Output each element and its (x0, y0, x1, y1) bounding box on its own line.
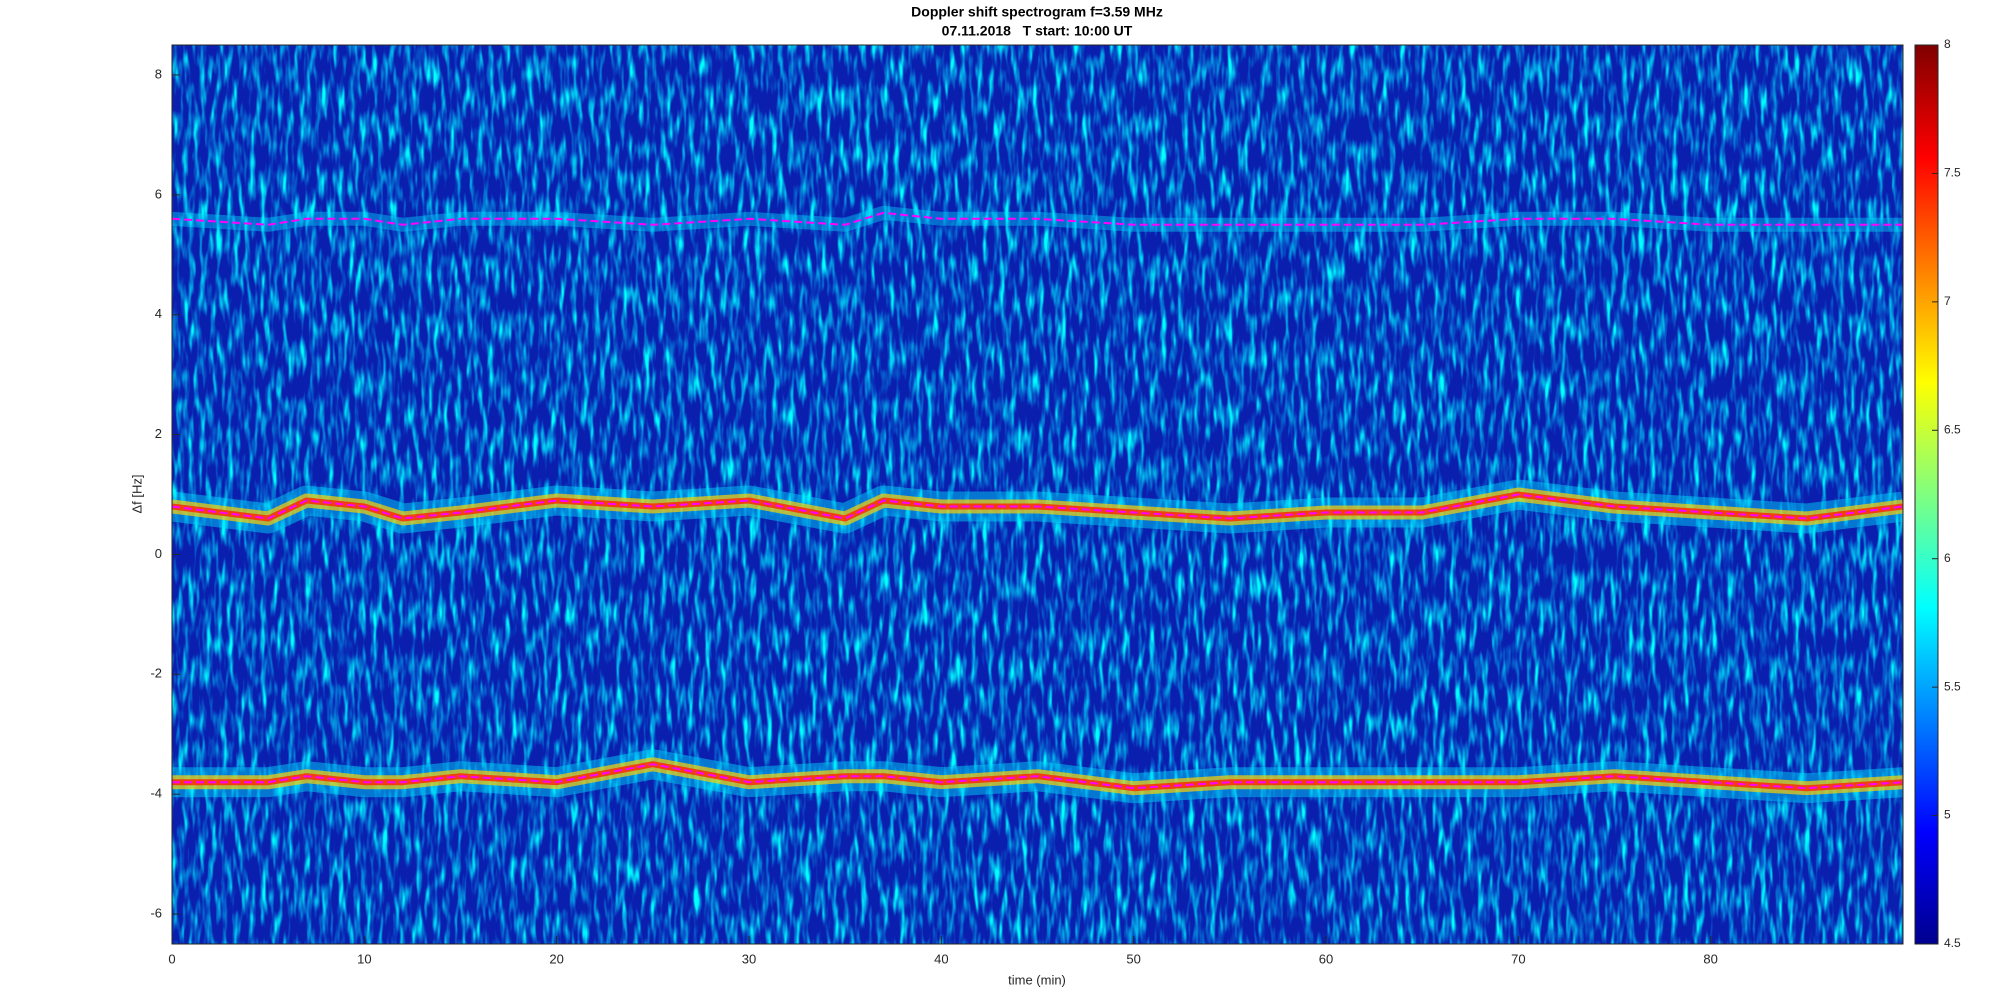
colorbar-tick-label: 5 (1944, 808, 1951, 822)
y-tick-label: -4 (150, 786, 162, 801)
colorbar-tick-label: 5.5 (1944, 679, 1961, 693)
trace-line (172, 211, 1903, 226)
x-tick-label: 10 (357, 951, 371, 966)
y-tick-label: -2 (150, 666, 162, 681)
axes-frame (171, 44, 1904, 945)
colorbar-tick-label: 7 (1944, 294, 1951, 308)
colorbar (1914, 44, 1939, 945)
y-tick-label: 2 (155, 426, 162, 441)
x-tick-label: 20 (549, 951, 563, 966)
x-tick-label: 70 (1511, 951, 1525, 966)
colorbar-tick-label: 4.5 (1944, 936, 1961, 950)
x-tick-label: 30 (742, 951, 756, 966)
y-tick-label: 8 (155, 66, 162, 81)
y-tick-label: 0 (155, 546, 162, 561)
x-tick-label: 40 (934, 951, 948, 966)
x-tick-label: 0 (168, 951, 175, 966)
colorbar-tick-label: 7.5 (1944, 166, 1961, 180)
x-tick-label: 80 (1703, 951, 1717, 966)
trace-line (172, 493, 1903, 520)
chart-subtitle: 07.11.2018 T start: 10:00 UT (942, 23, 1133, 39)
x-tick-label: 60 (1319, 951, 1333, 966)
colorbar-tick-label: 6 (1944, 551, 1951, 565)
chart-title: Doppler shift spectrogram f=3.59 MHz (911, 4, 1163, 20)
trace-line (172, 763, 1903, 790)
x-tick-label: 50 (1126, 951, 1140, 966)
y-tick-label: 6 (155, 186, 162, 201)
y-axis-label: Δf [Hz] (129, 474, 144, 513)
colorbar-tick-label: 8 (1944, 37, 1951, 51)
noise-texture (172, 45, 1903, 944)
x-axis-label: time (min) (1008, 972, 1066, 987)
plot-area (172, 205, 1903, 804)
y-tick-label: -6 (150, 905, 162, 920)
y-tick-label: 4 (155, 306, 162, 321)
colorbar-tick-label: 6.5 (1944, 422, 1961, 436)
